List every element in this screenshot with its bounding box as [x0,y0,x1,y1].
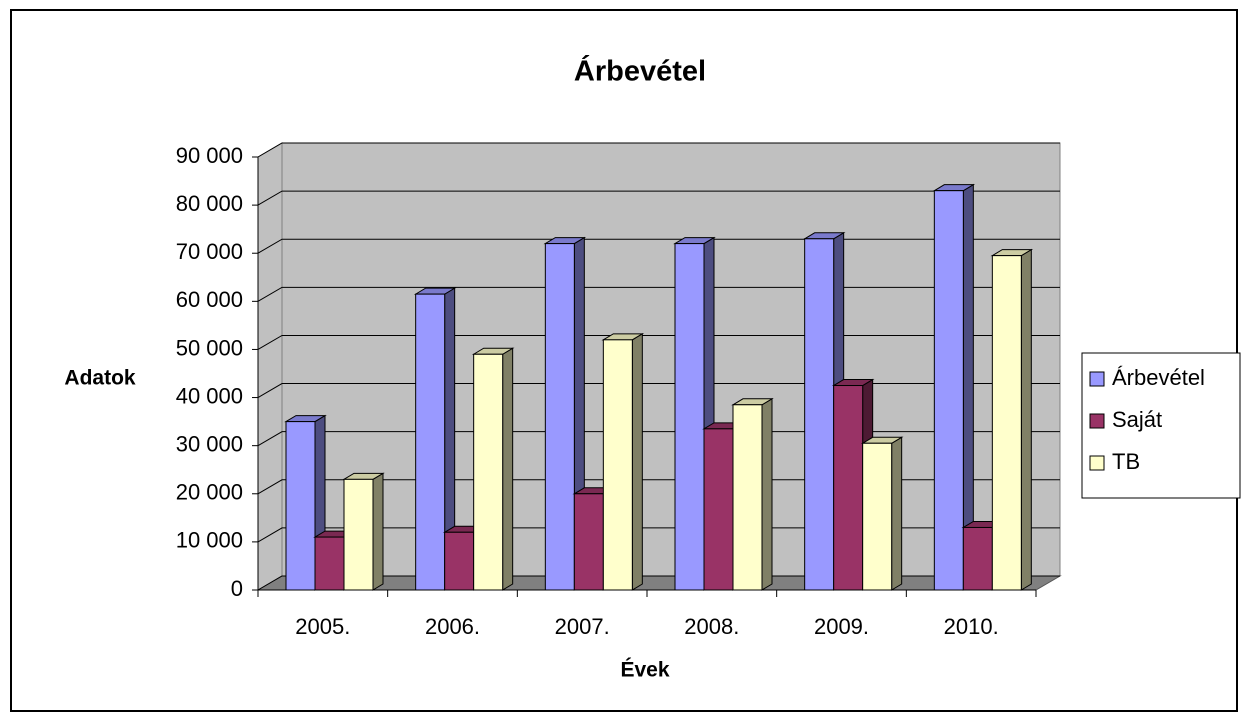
bar-front [544,243,575,591]
bar-side [1020,248,1032,591]
legend-label: Saját [1112,407,1162,432]
bar [413,287,457,591]
y-tick-label: 90 000 [176,143,243,168]
bar-front [314,536,345,591]
bar [601,332,645,591]
x-tick-label: 2010. [944,614,999,639]
bar-front [703,428,734,591]
bar [342,472,385,591]
bar-front [804,238,835,591]
bar-side [631,332,643,591]
y-tick-label: 20 000 [176,480,243,505]
bar [471,347,515,591]
bar [860,436,904,591]
legend-label: Árbevétel [1112,365,1205,390]
chart-title: Árbevétel [574,54,706,88]
legend-swatch [1089,371,1105,387]
legend-swatch [1089,455,1105,471]
y-tick-label: 0 [231,576,243,601]
grid-line [257,431,1060,447]
x-tick-label: 2008. [684,614,739,639]
x-tick-label: 2005. [295,614,350,639]
bar-side [372,472,384,591]
bar-front [833,385,864,591]
bar [932,183,976,591]
bar-front [674,243,705,591]
bar-front [343,478,374,591]
bar-side [502,347,514,591]
y-tick-label: 30 000 [176,431,243,456]
grid-line [257,479,1060,495]
bar-front [285,421,316,591]
bar-side [891,436,903,591]
grid-line [257,575,1060,591]
bar-front [732,404,763,591]
bar-front [473,353,504,591]
legend-box [1081,352,1241,499]
bar-front [602,339,633,591]
bar-side [761,397,773,591]
bar-front [573,493,604,591]
grid-line [257,286,1060,302]
x-tick-label: 2007. [555,614,610,639]
grid-line [257,527,1060,543]
side-wall [257,142,283,591]
bar-front [991,255,1022,591]
legend-label: TB [1112,449,1140,474]
y-tick-label: 40 000 [176,383,243,408]
y-axis-label: Adatok [64,367,135,390]
legend-swatch [1089,413,1105,429]
y-tick-label: 60 000 [176,287,243,312]
bar [990,248,1034,591]
bar-front [444,531,475,591]
y-tick-label: 10 000 [176,528,243,553]
x-tick-label: 2009. [814,614,869,639]
bar-front [933,190,964,591]
bar-front [962,526,993,591]
y-tick-label: 50 000 [176,335,243,360]
x-axis-label: Évek [620,659,669,682]
bar-front [862,442,893,591]
bar-front [415,293,446,591]
grid-line [257,334,1060,350]
x-tick-label: 2006. [425,614,480,639]
grid-line [257,190,1060,206]
y-tick-label: 70 000 [176,239,243,264]
grid-line [257,383,1060,398]
grid-line [257,142,1060,158]
grid-line [257,238,1060,254]
bar [731,397,774,591]
y-tick-label: 80 000 [176,191,243,216]
